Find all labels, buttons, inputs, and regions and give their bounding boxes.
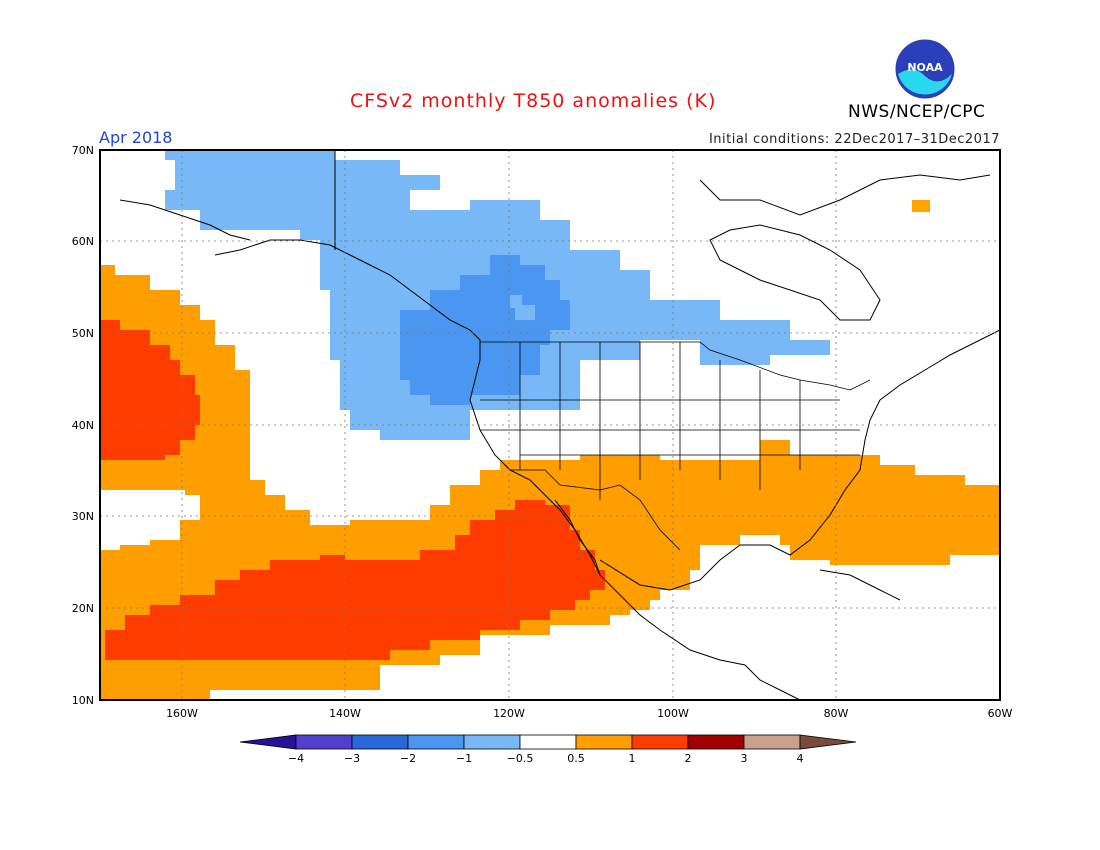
agency-label: NWS/NCEP/CPC [848,102,986,122]
colorbar-label: −1 [456,752,472,765]
colorbar-label: −0.5 [507,752,534,765]
colorbar-segment [575,734,633,750]
lat-label: 70N [72,144,94,157]
lon-label: 140W [329,707,361,720]
colorbar-label: 1 [629,752,636,765]
warm-anomaly-red-tropical [105,500,605,660]
initial-conditions: Initial conditions: 22Dec2017–31Dec2017 [708,132,1000,147]
colorbar-label: −4 [288,752,304,765]
colorbar-label: 0.5 [567,752,585,765]
lat-label: 40N [72,419,94,432]
logo-text: NOAA [907,61,943,74]
lon-label: 60W [988,707,1013,720]
colorbar-segment [799,734,857,750]
colorbar-label: −3 [344,752,360,765]
map-frame [99,149,1001,701]
lat-label: 20N [72,602,94,615]
graticule [100,150,1000,700]
lat-label: 50N [72,327,94,340]
colorbar-segment [407,734,465,750]
colorbar-segment [351,734,409,750]
colorbar-segment [295,734,353,750]
coastlines [119,150,1000,700]
colorbar-label: −2 [400,752,416,765]
lat-label: 30N [72,510,94,523]
warm-speck-northeast [912,200,930,212]
anomaly-fields [100,150,1000,700]
lon-label: 120W [493,707,525,720]
colorbar-segment [743,734,801,750]
forecast-month: Apr 2018 [99,128,173,147]
colorbar-label: 3 [741,752,748,765]
colorbar-segment [519,734,577,750]
political-boundaries [480,341,871,551]
longitude-labels: 160W 140W 120W 100W 80W 60W [166,707,1012,720]
cold-anomaly-mid [400,255,570,405]
lat-label: 10N [72,694,94,707]
colorbar-segment [239,734,297,750]
lon-label: 160W [166,707,198,720]
lon-label: 100W [657,707,689,720]
map-title: CFSv2 monthly T850 anomalies (K) [350,90,717,112]
noaa-logo-icon: NOAA [894,38,956,100]
colorbar-label: 2 [685,752,692,765]
latitude-labels: 70N 60N 50N 40N 30N 20N 10N [72,144,94,707]
colorbar-segment [631,734,689,750]
colorbar: −4 −3 −2 −1 −0.5 0.5 1 2 3 4 [239,734,857,765]
colorbar-segment [687,734,745,750]
lat-label: 60N [72,235,94,248]
colorbar-label: 4 [797,752,804,765]
lon-label: 80W [824,707,849,720]
colorbar-segment [463,734,521,750]
